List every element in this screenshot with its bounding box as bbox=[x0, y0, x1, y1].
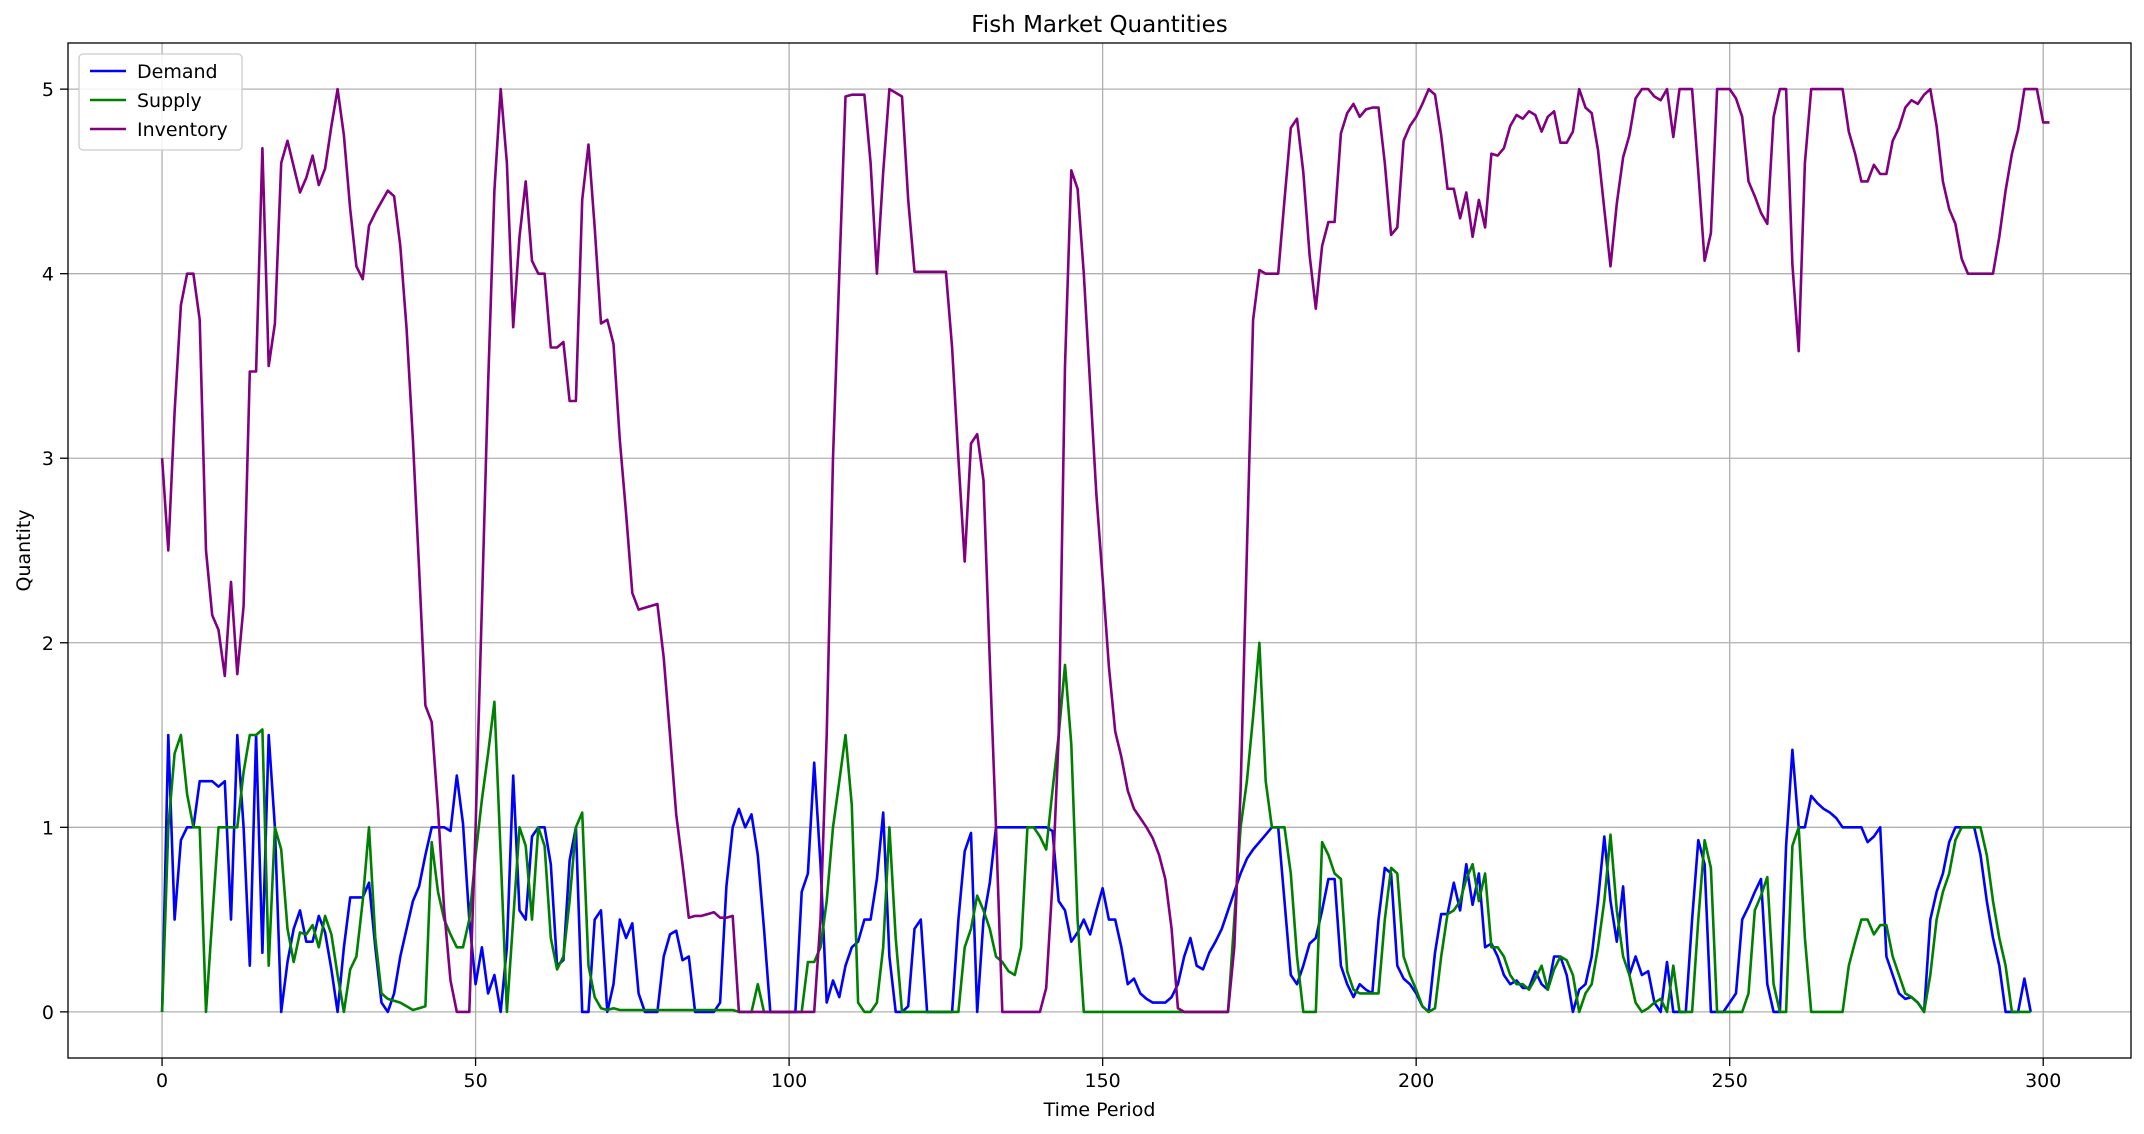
x-tick-label: 300 bbox=[2025, 1070, 2061, 1092]
x-axis-ticks: 0 50 100 150 200 250 300 bbox=[156, 1058, 2061, 1092]
y-tick-label: 1 bbox=[42, 817, 54, 839]
x-tick-label: 150 bbox=[1085, 1070, 1121, 1092]
legend-label-inventory: Inventory bbox=[137, 119, 228, 141]
x-axis-title: Time Period bbox=[1043, 1099, 1156, 1121]
y-tick-label: 4 bbox=[42, 264, 54, 286]
legend-box bbox=[78, 53, 243, 151]
y-tick-label: 3 bbox=[42, 448, 54, 470]
legend-label-demand: Demand bbox=[137, 61, 218, 83]
x-tick-label: 50 bbox=[463, 1070, 487, 1092]
y-tick-label: 0 bbox=[42, 1002, 54, 1024]
x-tick-label: 200 bbox=[1398, 1070, 1434, 1092]
y-tick-label: 2 bbox=[42, 633, 54, 655]
chart-title: Fish Market Quantities bbox=[971, 12, 1228, 38]
y-tick-label: 5 bbox=[42, 79, 54, 101]
grid-lines bbox=[68, 43, 2131, 1058]
x-tick-label: 0 bbox=[156, 1070, 168, 1092]
x-tick-label: 250 bbox=[1712, 1070, 1748, 1092]
series-lines bbox=[160, 87, 2050, 1014]
x-tick-label: 100 bbox=[771, 1070, 807, 1092]
y-axis-ticks: 0 1 2 3 4 5 bbox=[42, 79, 68, 1024]
legend: Demand Supply Inventory bbox=[78, 53, 243, 151]
y-axis-title: Quantity bbox=[13, 509, 35, 591]
legend-label-supply: Supply bbox=[137, 90, 202, 112]
plot-area-frame bbox=[67, 42, 2132, 1059]
series-line-inventory bbox=[160, 87, 2050, 1014]
